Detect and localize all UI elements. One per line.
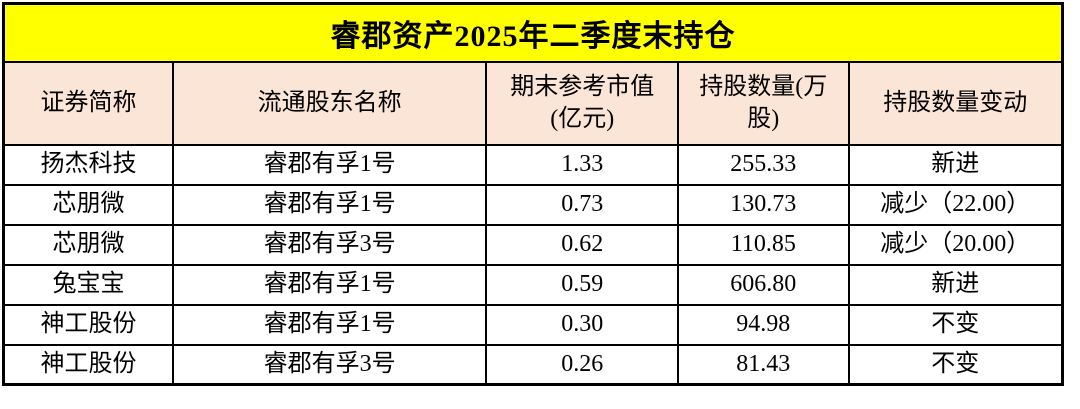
table-row: 神工股份 睿郡有孚3号 0.26 81.43 不变 [2,343,1064,386]
table-row: 神工股份 睿郡有孚1号 0.30 94.98 不变 [2,303,1064,346]
cell-shareholder-name: 睿郡有孚1号 [171,263,488,306]
cell-shares-change: 减少（22.00） [847,183,1064,226]
cell-market-value: 0.62 [485,223,680,266]
cell-shareholder-name: 睿郡有孚3号 [171,343,488,386]
holdings-table-container: 睿郡资产2025年二季度末持仓 证券简称 流通股东名称 期末参考市值 (亿元) … [2,2,1064,386]
cell-security-name: 芯朋微 [2,183,174,226]
cell-market-value: 0.26 [485,343,680,386]
cell-shareholder-name: 睿郡有孚1号 [171,143,488,186]
cell-shares-change: 新进 [847,143,1064,186]
col-header-market-value: 期末参考市值 (亿元) [485,60,680,146]
table-title-row: 睿郡资产2025年二季度末持仓 [2,2,1064,63]
cell-shares-held: 606.80 [677,263,850,306]
table-row: 芯朋微 睿郡有孚1号 0.73 130.73 减少（22.00） [2,183,1064,226]
col-header-shares-change: 持股数量变动 [847,60,1064,146]
cell-shareholder-name: 睿郡有孚1号 [171,183,488,226]
table-header-row: 证券简称 流通股东名称 期末参考市值 (亿元) 持股数量(万 股) 持股数量变动 [2,60,1064,146]
cell-shares-held: 255.33 [677,143,850,186]
cell-shareholder-name: 睿郡有孚3号 [171,223,488,266]
cell-market-value: 0.30 [485,303,680,346]
cell-market-value: 0.73 [485,183,680,226]
cell-shareholder-name: 睿郡有孚1号 [171,303,488,346]
cell-shares-change: 不变 [847,303,1064,346]
col-header-shareholder-name: 流通股东名称 [171,60,488,146]
cell-shares-held: 110.85 [677,223,850,266]
cell-shares-held: 130.73 [677,183,850,226]
cell-security-name: 兔宝宝 [2,263,174,306]
col-header-shares-held: 持股数量(万 股) [677,60,850,146]
cell-shares-change: 减少（20.00） [847,223,1064,266]
cell-security-name: 扬杰科技 [2,143,174,186]
cell-market-value: 1.33 [485,143,680,186]
cell-shares-change: 新进 [847,263,1064,306]
table-row: 芯朋微 睿郡有孚3号 0.62 110.85 减少（20.00） [2,223,1064,266]
cell-security-name: 芯朋微 [2,223,174,266]
col-header-security-name: 证券简称 [2,60,174,146]
cell-security-name: 神工股份 [2,303,174,346]
cell-security-name: 神工股份 [2,343,174,386]
table-title: 睿郡资产2025年二季度末持仓 [2,2,1064,63]
holdings-table: 睿郡资产2025年二季度末持仓 证券简称 流通股东名称 期末参考市值 (亿元) … [2,2,1064,386]
table-row: 兔宝宝 睿郡有孚1号 0.59 606.80 新进 [2,263,1064,306]
cell-shares-change: 不变 [847,343,1064,386]
cell-shares-held: 81.43 [677,343,850,386]
cell-market-value: 0.59 [485,263,680,306]
cell-shares-held: 94.98 [677,303,850,346]
table-row: 扬杰科技 睿郡有孚1号 1.33 255.33 新进 [2,143,1064,186]
